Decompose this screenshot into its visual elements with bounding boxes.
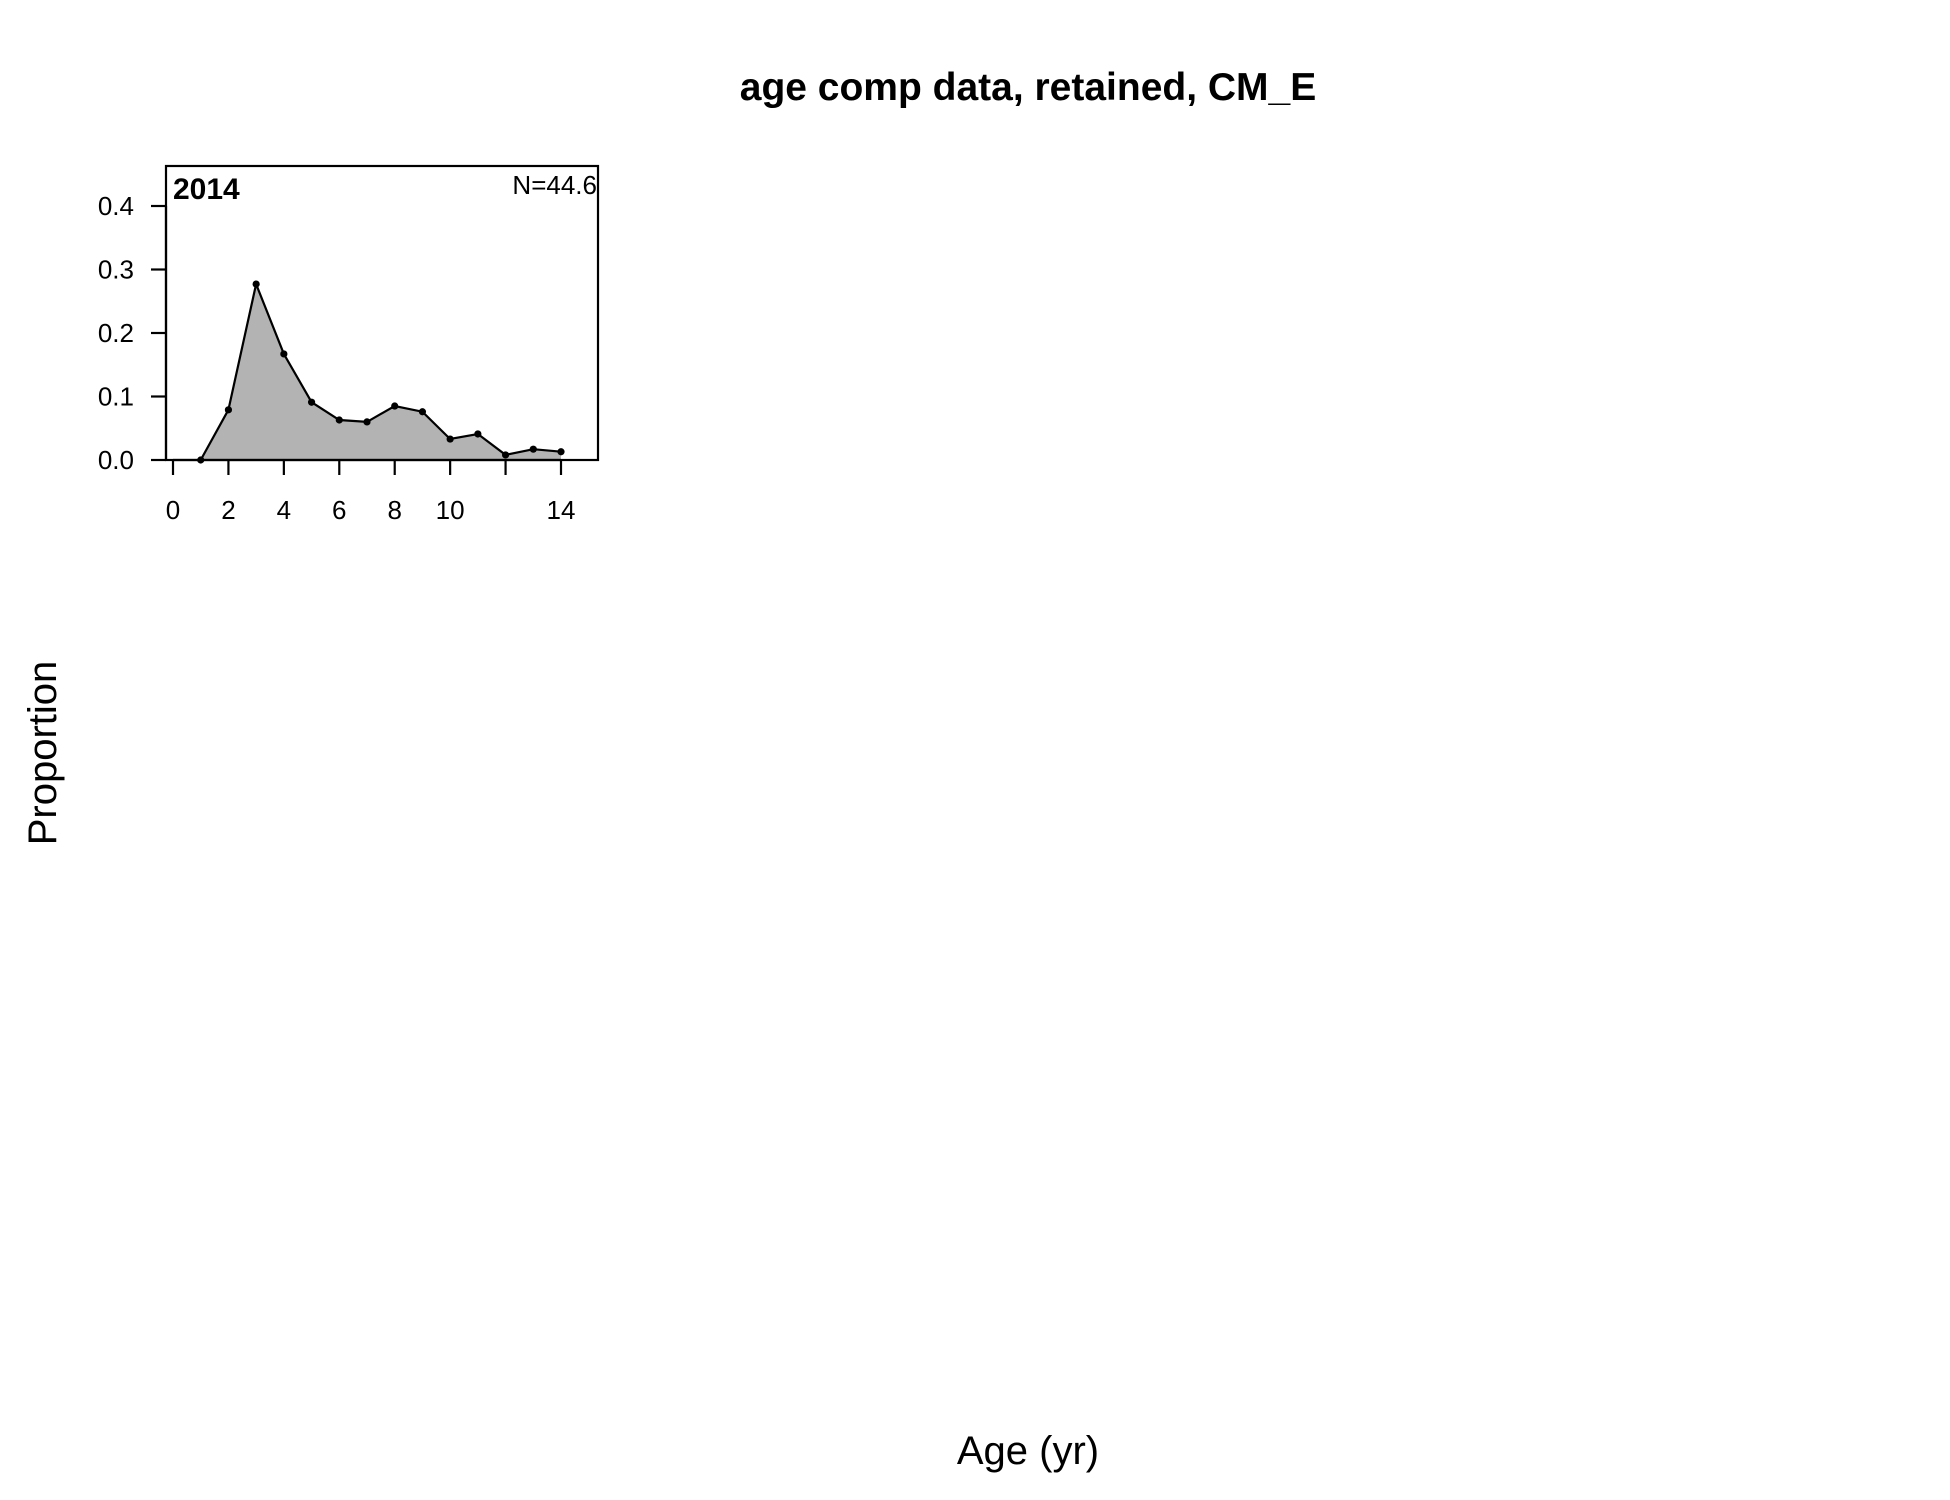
- x-axis: 0 2 4 6 8 10 14: [166, 458, 576, 525]
- area-fill: [200, 284, 561, 460]
- data-point-age-8: [391, 402, 399, 410]
- series-line: [199, 280, 562, 461]
- data-point-age-9: [418, 408, 427, 416]
- chart-title: age comp data, retained, CM_E: [740, 66, 1317, 109]
- data-point-age-3: [252, 280, 260, 288]
- data-point-age-4: [280, 350, 288, 358]
- x-tick-label-6: 6: [332, 495, 346, 525]
- panel-year-label: 2014: [173, 173, 240, 206]
- y-tick-label-0.1: 0.1: [98, 382, 134, 412]
- data-points: [197, 280, 565, 464]
- data-point-age-13: [529, 445, 537, 453]
- x-tick-label-14: 14: [547, 495, 576, 525]
- x-tick-label-0: 0: [166, 495, 180, 525]
- y-tick-label-0.0: 0.0: [98, 445, 134, 475]
- y-tick-label-0.3: 0.3: [98, 255, 134, 285]
- data-point-age-10: [446, 435, 454, 443]
- y-axis: 0.0 0.1 0.2 0.3 0.4: [98, 191, 168, 475]
- y-tick-label-0.4: 0.4: [98, 191, 134, 221]
- y-axis-label: Proportion: [21, 661, 65, 846]
- x-tick-label-2: 2: [221, 495, 235, 525]
- y-tick-label-0.2: 0.2: [98, 318, 134, 348]
- x-tick-label-10: 10: [436, 495, 465, 525]
- x-tick-label-8: 8: [387, 495, 401, 525]
- data-point-age-12: [501, 451, 510, 459]
- data-point-age-6: [335, 416, 343, 424]
- x-axis-label: Age (yr): [957, 1429, 1099, 1473]
- data-point-age-14: [557, 448, 565, 456]
- data-point-age-7: [363, 418, 371, 426]
- panel-n-label: N=44.6: [512, 170, 597, 200]
- data-point-age-2: [224, 406, 233, 414]
- x-tick-label-4: 4: [277, 495, 291, 525]
- panel-2014: 0 2 4 6 8 10 14 0.0 0.1 0.2 0.3 0.4 2014 N=44.6: [98, 164, 600, 525]
- data-point-age-11: [474, 430, 482, 438]
- data-point-age-5: [307, 398, 316, 406]
